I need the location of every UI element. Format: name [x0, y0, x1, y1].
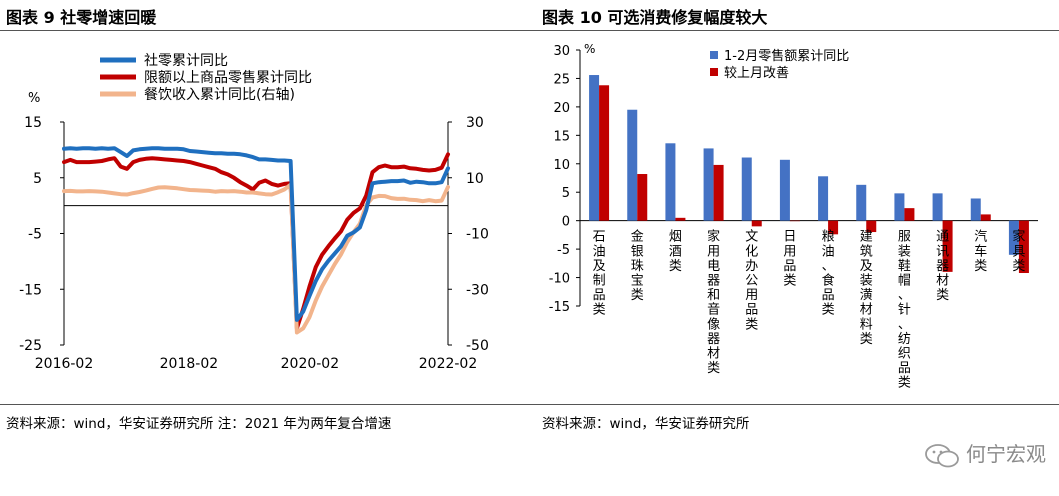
y-tick-label: 15 — [553, 129, 570, 144]
legend-swatch — [710, 51, 718, 59]
legend-label: 餐饮收入累计同比(右轴) — [144, 87, 295, 103]
left-chart: 15 5 -5 -15 -25 30 10 -10 -30 -50% 2016-02 2018-02 2… — [19, 53, 489, 372]
y-tick-label: 10 — [553, 158, 570, 173]
right-chart-title: 图表 10 可选消费修复幅度较大 — [542, 8, 768, 27]
legend-label: 1-2月零售额累计同比 — [724, 48, 849, 64]
y-axis-unit: % — [584, 42, 595, 56]
x-category-label: 建筑及装潢材料类 — [860, 230, 873, 347]
legend-label: 社零累计同比 — [144, 53, 228, 69]
bar-improve — [942, 220, 953, 272]
y2-tick-label: 10 — [466, 171, 484, 187]
x-category-label: 金银珠宝类 — [631, 229, 644, 303]
x-category-label: 家用电器和音像器材类 — [707, 229, 720, 376]
bar-improve — [828, 220, 839, 235]
y2-tick-label: -30 — [466, 282, 489, 298]
bar-improve — [1018, 220, 1029, 274]
bar-ytd — [627, 109, 638, 221]
x-category-label: 石油及制品类 — [593, 230, 606, 318]
x-tick-label: 2020-02 — [281, 356, 340, 372]
left-source-note: 资料来源：wind，华安证券研究所 注：2021 年为两年复合增速 — [6, 416, 392, 432]
series-line — [62, 146, 450, 322]
y2-tick-label: -10 — [466, 227, 489, 243]
bar-ytd — [1008, 220, 1019, 255]
bar-improve — [980, 214, 991, 221]
bar-ytd — [703, 148, 714, 221]
bar-improve — [904, 208, 915, 221]
y-tick-label: 15 — [24, 115, 42, 131]
x-category-label: 粮油、食品类 — [822, 230, 835, 318]
x-tick-label: 2022-02 — [419, 356, 478, 372]
bar-ytd — [970, 198, 981, 221]
watermark: 何宁宏观 — [924, 438, 1046, 469]
y-tick-label: -15 — [19, 282, 42, 298]
x-category-label: 汽车类 — [974, 230, 987, 274]
bar-ytd — [665, 143, 676, 221]
x-category-label: 通讯器材类 — [936, 230, 949, 303]
top-rule — [0, 30, 1059, 31]
watermark-text: 何宁宏观 — [966, 442, 1046, 466]
legend-swatch — [710, 68, 718, 76]
y-tick-label: 25 — [553, 72, 570, 87]
bar-improve — [713, 164, 724, 221]
y-tick-label: 20 — [553, 101, 570, 116]
y2-tick-label: 30 — [466, 115, 484, 131]
bottom-rule — [0, 404, 1059, 405]
bar-improve — [675, 217, 686, 221]
right-chart: 30 25 20 15 10 5 0 -5 -10 -15% 石油及制品类 金银珠宝类 烟酒类 家用电器和… — [549, 42, 1038, 391]
y-tick-label: -5 — [557, 243, 570, 258]
series-line — [62, 152, 450, 331]
bar-improve — [751, 220, 762, 227]
series-line — [62, 182, 450, 335]
bar-ytd — [856, 184, 867, 221]
wechat-icon — [925, 443, 959, 467]
y-tick-label: 30 — [553, 44, 570, 59]
legend-label: 限额以上商品零售累计同比 — [144, 70, 312, 86]
x-tick-label: 2016-02 — [35, 356, 94, 372]
y-tick-label: 5 — [33, 171, 42, 187]
x-category-label: 日用品类 — [783, 230, 796, 289]
y-tick-label: -25 — [19, 338, 42, 354]
x-category-label: 家具类 — [1012, 229, 1025, 274]
left-chart-title: 图表 9 社零增速回暖 — [6, 8, 157, 27]
y-tick-label: 5 — [562, 186, 570, 201]
x-category-label: 文化办公用品类 — [745, 230, 758, 333]
bar-ytd — [589, 75, 600, 221]
bar-improve — [789, 220, 800, 222]
y-tick-label: 0 — [562, 215, 570, 230]
bar-improve — [637, 174, 648, 221]
y-tick-label: -15 — [549, 300, 570, 315]
y-tick-label: -10 — [549, 272, 570, 287]
right-source-note: 资料来源：wind，华安证券研究所 — [542, 416, 750, 432]
bar-ytd — [779, 159, 790, 221]
bar-improve — [599, 85, 610, 221]
x-category-label: 服装鞋帽、针、纺织品类 — [898, 230, 911, 391]
y2-tick-label: -50 — [466, 338, 489, 354]
legend-label: 较上月改善 — [724, 65, 789, 81]
bar-ytd — [894, 193, 905, 221]
bar-ytd — [741, 157, 752, 221]
bar-improve — [866, 220, 877, 233]
bar-ytd — [932, 193, 943, 221]
y-axis-unit: % — [28, 91, 40, 106]
x-tick-label: 2018-02 — [160, 356, 219, 372]
x-category-label: 烟酒类 — [669, 230, 682, 274]
y-tick-label: -5 — [28, 227, 42, 243]
bar-ytd — [818, 176, 829, 221]
